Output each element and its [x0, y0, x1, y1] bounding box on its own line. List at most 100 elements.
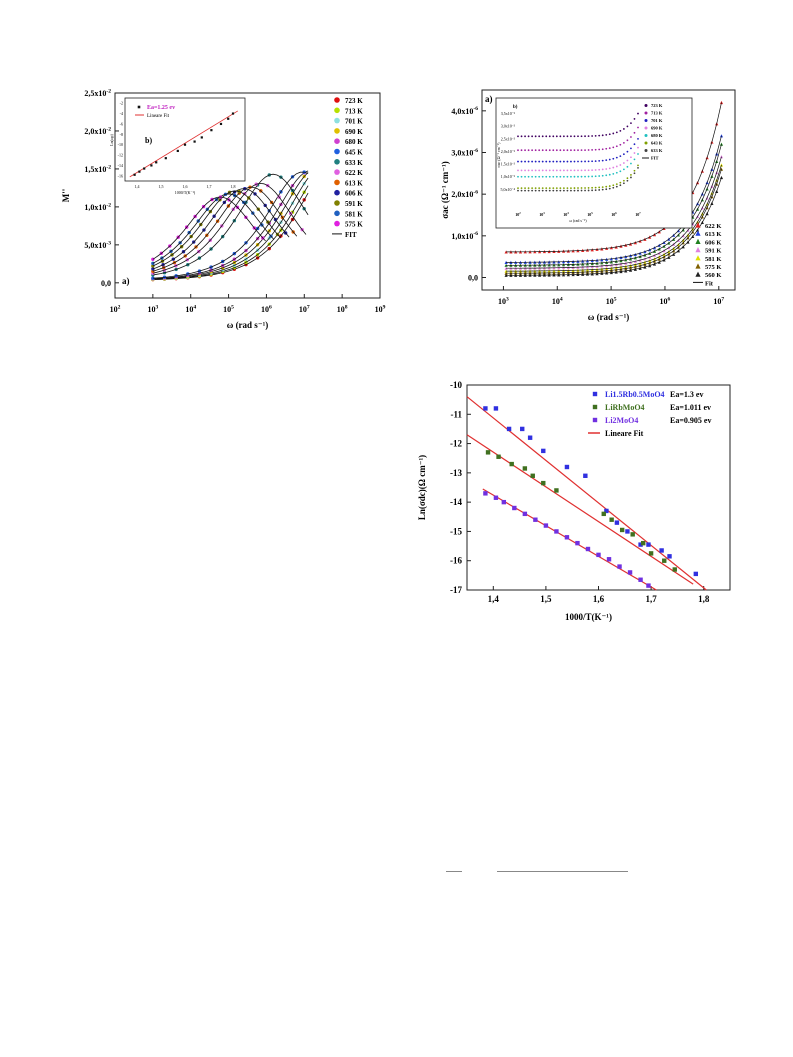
inset-panel-label: b)	[145, 136, 152, 145]
series-581K	[504, 163, 724, 273]
inset-point	[584, 187, 586, 189]
legend-label: Li2MoO4	[605, 416, 638, 425]
y-tick-label: 3,0x10-6	[451, 148, 478, 158]
inset-point	[570, 160, 572, 163]
inset-point	[605, 147, 608, 150]
inset-point	[622, 128, 625, 130]
inset-legend-marker	[644, 149, 648, 152]
inset-point	[608, 187, 611, 190]
inset-point	[584, 169, 586, 172]
inset-y-tick: -8	[120, 132, 123, 137]
fit-line	[152, 177, 309, 280]
fit-line	[506, 169, 722, 274]
x-tick-label: 1,5	[540, 594, 552, 604]
inset-point	[633, 152, 636, 154]
inset-point	[555, 187, 558, 190]
inset-point	[622, 168, 625, 171]
inset-point	[531, 187, 534, 190]
inset-point	[541, 160, 544, 163]
y-tick-label: 4,0x10-6	[451, 106, 478, 116]
x-tick-label: 1,8	[698, 594, 710, 604]
inset-point	[633, 131, 636, 134]
inset-point	[591, 186, 594, 189]
data-point	[672, 567, 677, 572]
inset-series-690K	[517, 146, 639, 172]
inset-point	[552, 187, 555, 190]
inset-point	[193, 140, 196, 143]
inset-point	[524, 175, 526, 178]
inset-point	[559, 149, 562, 152]
y-tick-label: 1,5x10-2	[84, 164, 111, 174]
series-575K	[151, 195, 266, 261]
data-point	[606, 557, 612, 562]
inset-point	[626, 139, 629, 142]
legend-label: 581 K	[345, 210, 363, 218]
inset-x-tick: 1,8	[231, 184, 236, 190]
y-tick-label: -12	[450, 439, 462, 449]
fit-line	[466, 434, 694, 585]
legend-marker	[334, 107, 340, 114]
inset-point	[541, 149, 544, 152]
series-680K	[151, 170, 309, 281]
inset-point	[534, 135, 537, 138]
inset-point	[619, 184, 622, 187]
inset-point	[552, 135, 555, 138]
y-tick-label: -11	[450, 409, 462, 419]
inset-point	[626, 150, 629, 153]
inset-point	[548, 175, 551, 178]
inset-point	[594, 169, 597, 171]
legend-marker	[334, 220, 340, 227]
inset-point	[630, 122, 632, 125]
inset-point	[531, 169, 534, 172]
data-point	[585, 546, 591, 552]
inset-point	[573, 175, 576, 178]
inset-point	[608, 185, 611, 187]
inset-point	[598, 134, 601, 137]
inset-point	[555, 189, 558, 192]
inset-point	[541, 135, 544, 138]
inset-point	[584, 149, 586, 151]
inset-point	[570, 135, 572, 138]
legend-marker	[695, 247, 701, 253]
inset-point	[587, 169, 590, 172]
inset-point	[633, 118, 636, 120]
data-point	[638, 577, 643, 582]
inset-point	[598, 148, 601, 151]
y-tick-label: -14	[450, 497, 462, 507]
plot-frame	[114, 92, 381, 299]
inset-legend-marker	[137, 105, 141, 109]
inset-point	[520, 160, 523, 163]
series-Li1.5Rb0.5MoO4	[466, 396, 707, 591]
data-point	[646, 542, 651, 547]
inset-point	[626, 159, 629, 162]
data-point	[554, 529, 559, 534]
x-tick-label: 1,4	[488, 594, 500, 604]
fit-line	[466, 396, 707, 591]
figure-modulus: 102 103 104 105 106 107 108 109 0,0 5,0x10-3 1,0x1…	[55, 85, 400, 330]
data-point	[604, 508, 609, 514]
inset-point	[538, 169, 541, 172]
x-tick-label: 105	[606, 296, 617, 306]
fit-line	[152, 193, 275, 264]
y-axis-label: σac (Ω⁻¹ cm⁻¹)	[440, 161, 450, 218]
legend-label: 713 K	[345, 107, 363, 115]
data-point	[520, 426, 525, 432]
inset-point	[183, 143, 187, 146]
legend-label: 680 K	[345, 138, 363, 146]
inset-point	[615, 185, 618, 188]
inset-point	[605, 168, 608, 170]
series-591K	[151, 189, 282, 268]
inset-point	[633, 169, 636, 172]
inset-point	[524, 189, 526, 192]
inset-series-643K	[517, 164, 639, 190]
inset-point	[577, 135, 579, 138]
legend-label: 723 K	[345, 97, 363, 105]
inset-point	[524, 169, 526, 172]
series-591K	[504, 155, 724, 270]
inset-point	[577, 175, 579, 178]
inset-point	[534, 160, 537, 163]
inset-x-tick: 102	[515, 212, 521, 217]
inset-point	[517, 160, 519, 163]
inset-point	[219, 122, 223, 126]
y-tick-label: -17	[450, 585, 462, 595]
